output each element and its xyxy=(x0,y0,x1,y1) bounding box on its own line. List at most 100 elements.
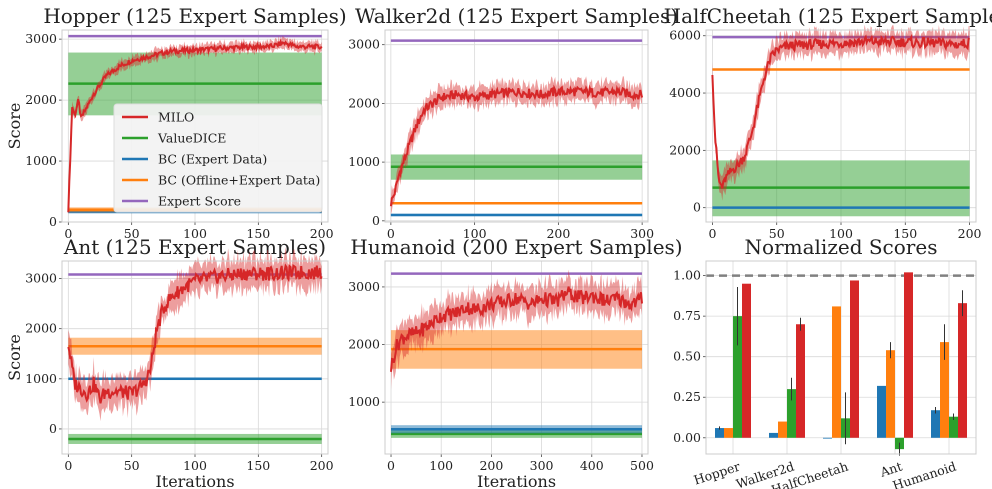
bc-offline-expert-data-bar xyxy=(778,421,787,438)
y-tick-label: 2000 xyxy=(348,95,380,110)
panel-title: HalfCheetah (125 Expert Samples) xyxy=(664,4,992,28)
panel-normalized-scores: 0.000.250.500.751.00HopperWalker2dHalfCh… xyxy=(673,235,977,489)
legend-label: ValueDICE xyxy=(157,131,226,146)
x-tick-label: 50 xyxy=(124,226,140,241)
bc-expert-data-bar xyxy=(931,410,940,438)
panel-title: Hopper (125 Expert Samples) xyxy=(43,4,346,28)
milo-line xyxy=(67,38,323,213)
axes-frame xyxy=(384,29,649,223)
y-tick-label: 3000 xyxy=(25,31,57,46)
y-tick-label: 3000 xyxy=(25,271,57,286)
milo-line xyxy=(389,84,644,207)
x-tick-label: 100 xyxy=(463,226,487,241)
y-tick-label: 0.50 xyxy=(673,349,701,364)
category-label: Ant xyxy=(877,459,904,480)
axes-frame xyxy=(61,260,329,455)
bc-expert-data-bar xyxy=(823,437,832,439)
x-tick-label: 0 xyxy=(708,226,716,241)
y-tick-label: 2000 xyxy=(25,92,57,107)
x-tick-label: 150 xyxy=(893,226,917,241)
axes-frame xyxy=(705,260,977,455)
x-tick-label: 200 xyxy=(310,458,334,473)
valuedice-bar xyxy=(949,416,958,438)
y-tick-label: 1000 xyxy=(25,153,57,168)
milo-bar xyxy=(742,283,751,438)
milo-line xyxy=(711,33,971,189)
axes-frame xyxy=(61,29,329,223)
milo-bar xyxy=(958,303,967,438)
panel-title: Normalized Scores xyxy=(745,235,938,259)
panel-humanoid: 1000 2000 3000 0 100 200 300 400 500 Humanoid (20… xyxy=(348,235,682,489)
x-tick-label: 300 xyxy=(630,226,654,241)
bc-offline-expert-data-bar xyxy=(886,350,895,438)
milo-band xyxy=(391,269,642,390)
y-tick-label: 0 xyxy=(372,213,380,228)
x-axis-label: Iterations xyxy=(155,472,234,489)
x-tick-label: 200 xyxy=(958,226,982,241)
x-tick-label: 100 xyxy=(183,458,207,473)
panel-walker2d: 0 1000 2000 3000 0 100 200 300 Walker2d (125 Exp… xyxy=(348,4,678,241)
bc-offline-expert-data-bar xyxy=(832,306,841,438)
y-tick-label: 3000 xyxy=(348,37,380,52)
milo-bar xyxy=(850,280,859,438)
x-tick-label: 50 xyxy=(124,458,140,473)
x-axis-label: Iterations xyxy=(477,472,556,489)
x-tick-label: 200 xyxy=(310,226,334,241)
milo-bar xyxy=(904,272,913,438)
legend-label: BC (Expert Data) xyxy=(158,152,267,167)
axes-frame xyxy=(384,260,649,455)
milo-line xyxy=(390,286,643,372)
x-tick-label: 0 xyxy=(387,458,395,473)
panel-halfcheetah: 0 2000 4000 6000 0 50 100 150 200 HalfCheetah (12… xyxy=(664,4,992,241)
x-tick-label: 500 xyxy=(630,458,654,473)
bc-offline-expert-data-bar xyxy=(724,428,733,438)
y-tick-label: 1000 xyxy=(348,394,380,409)
panel-ant: 0 1000 2000 3000 0 50 100 150 200 Ant (125 Expert… xyxy=(5,235,334,489)
legend-label: Expert Score xyxy=(158,194,241,209)
category-label: Hopper xyxy=(692,459,742,488)
y-tick-label: 1000 xyxy=(348,154,380,169)
x-tick-label: 100 xyxy=(183,226,207,241)
bc-expert-data-bar xyxy=(877,385,886,438)
y-tick-label: 0 xyxy=(693,200,701,215)
x-tick-label: 100 xyxy=(429,458,453,473)
bc-offline-expert-data-bar xyxy=(940,342,949,438)
x-tick-label: 300 xyxy=(530,458,554,473)
milo-bar xyxy=(796,324,805,438)
milo-band xyxy=(68,247,322,422)
bc-expert-data-bar xyxy=(769,432,778,438)
legend-box xyxy=(113,103,323,213)
panel-title: Ant (125 Expert Samples) xyxy=(63,235,326,259)
y-tick-label: 2000 xyxy=(348,337,380,352)
x-tick-label: 0 xyxy=(64,458,72,473)
x-tick-label: 200 xyxy=(546,226,570,241)
valuedice-bar xyxy=(787,389,796,438)
y-tick-label: 0 xyxy=(49,214,57,229)
y-tick-label: 0.00 xyxy=(673,430,701,445)
x-tick-label: 0 xyxy=(64,226,72,241)
y-tick-label: 1.00 xyxy=(673,268,701,283)
y-tick-label: 2000 xyxy=(25,321,57,336)
x-tick-label: 400 xyxy=(580,458,604,473)
x-tick-label: 100 xyxy=(829,226,853,241)
y-tick-label: 0 xyxy=(49,421,57,436)
y-tick-label: 4000 xyxy=(669,85,701,100)
legend-label: MILO xyxy=(158,110,194,125)
y-tick-label: 1000 xyxy=(25,371,57,386)
x-tick-label: 150 xyxy=(246,226,270,241)
legend: MILO ValueDICE BC (Expert Data) BC (Offline… xyxy=(113,103,323,213)
panel-title: Humanoid (200 Expert Samples) xyxy=(350,235,682,259)
y-axis-label: Score xyxy=(5,103,24,150)
y-axis-label: Score xyxy=(5,334,24,381)
x-tick-label: 50 xyxy=(769,226,785,241)
axes-frame xyxy=(705,29,977,223)
milo-line xyxy=(67,263,323,404)
y-tick-label: 2000 xyxy=(669,142,701,157)
y-tick-label: 3000 xyxy=(348,279,380,294)
panel-title: Walker2d (125 Expert Samples) xyxy=(355,4,678,28)
y-tick-label: 6000 xyxy=(669,28,701,43)
x-tick-label: 200 xyxy=(479,458,503,473)
y-tick-label: 0.75 xyxy=(673,308,701,323)
legend-label: BC (Offline+Expert Data) xyxy=(158,173,320,188)
